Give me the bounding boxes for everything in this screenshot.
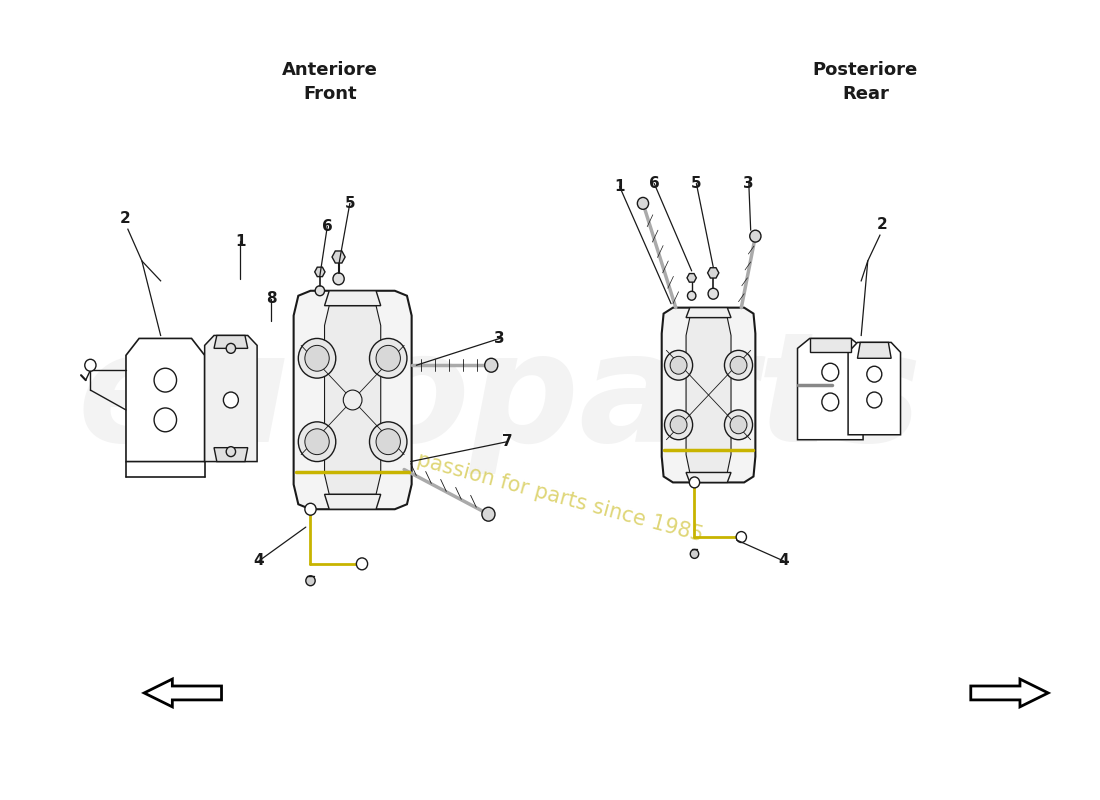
Circle shape	[298, 422, 336, 462]
Circle shape	[670, 416, 688, 434]
Polygon shape	[810, 338, 851, 352]
Text: 4: 4	[254, 554, 264, 568]
Text: 3: 3	[744, 176, 755, 191]
Circle shape	[708, 288, 718, 299]
Polygon shape	[126, 338, 205, 462]
Text: 8: 8	[266, 291, 276, 306]
Circle shape	[305, 503, 316, 515]
Circle shape	[867, 366, 882, 382]
Polygon shape	[686, 318, 732, 473]
Circle shape	[227, 446, 235, 457]
Circle shape	[664, 350, 693, 380]
Circle shape	[227, 343, 235, 354]
Polygon shape	[848, 342, 901, 434]
Polygon shape	[971, 679, 1048, 707]
Text: 5: 5	[691, 176, 702, 191]
Polygon shape	[686, 308, 732, 318]
Circle shape	[637, 198, 649, 210]
Polygon shape	[324, 306, 381, 494]
Polygon shape	[798, 338, 864, 440]
Circle shape	[305, 429, 329, 454]
Text: 2: 2	[120, 211, 131, 226]
Circle shape	[822, 393, 838, 411]
Circle shape	[725, 350, 752, 380]
Polygon shape	[315, 267, 324, 277]
Circle shape	[485, 358, 498, 372]
Text: Anteriore: Anteriore	[282, 62, 377, 79]
Text: europarts: europarts	[77, 326, 922, 474]
Circle shape	[85, 359, 96, 371]
Text: 7: 7	[502, 434, 513, 450]
Polygon shape	[214, 335, 248, 348]
Text: 6: 6	[322, 218, 332, 234]
Circle shape	[223, 392, 239, 408]
Circle shape	[376, 346, 400, 371]
Text: 2: 2	[877, 217, 888, 232]
Circle shape	[750, 230, 761, 242]
Text: 1: 1	[614, 179, 625, 194]
Text: 4: 4	[778, 554, 789, 568]
Circle shape	[691, 550, 698, 558]
Circle shape	[298, 338, 336, 378]
Circle shape	[867, 392, 882, 408]
Circle shape	[690, 477, 700, 488]
Text: 6: 6	[649, 176, 660, 191]
Circle shape	[670, 356, 688, 374]
Polygon shape	[686, 473, 732, 482]
Polygon shape	[688, 274, 696, 282]
Polygon shape	[332, 251, 345, 263]
Circle shape	[356, 558, 367, 570]
Circle shape	[822, 363, 838, 381]
Circle shape	[736, 531, 747, 542]
Circle shape	[730, 356, 747, 374]
Polygon shape	[205, 335, 257, 462]
Text: Rear: Rear	[842, 85, 889, 103]
Circle shape	[730, 416, 747, 434]
Circle shape	[376, 429, 400, 454]
Text: Front: Front	[302, 85, 356, 103]
Polygon shape	[214, 448, 248, 462]
Polygon shape	[662, 308, 756, 482]
Circle shape	[370, 338, 407, 378]
Circle shape	[333, 273, 344, 285]
Circle shape	[343, 390, 362, 410]
Circle shape	[482, 507, 495, 521]
Circle shape	[664, 410, 693, 440]
Circle shape	[688, 291, 696, 300]
Text: 1: 1	[235, 234, 245, 249]
Circle shape	[306, 576, 316, 586]
Circle shape	[154, 408, 177, 432]
Text: a passion for parts since 1985: a passion for parts since 1985	[396, 445, 706, 546]
Polygon shape	[294, 290, 411, 510]
Polygon shape	[144, 679, 221, 707]
Text: 3: 3	[494, 331, 505, 346]
Circle shape	[725, 410, 752, 440]
Circle shape	[305, 346, 329, 371]
Text: Posteriore: Posteriore	[813, 62, 918, 79]
Circle shape	[316, 286, 324, 296]
Polygon shape	[707, 268, 718, 278]
Text: 5: 5	[344, 196, 355, 211]
Polygon shape	[858, 342, 891, 358]
Circle shape	[370, 422, 407, 462]
Circle shape	[154, 368, 177, 392]
Polygon shape	[324, 494, 381, 510]
Polygon shape	[324, 290, 381, 306]
